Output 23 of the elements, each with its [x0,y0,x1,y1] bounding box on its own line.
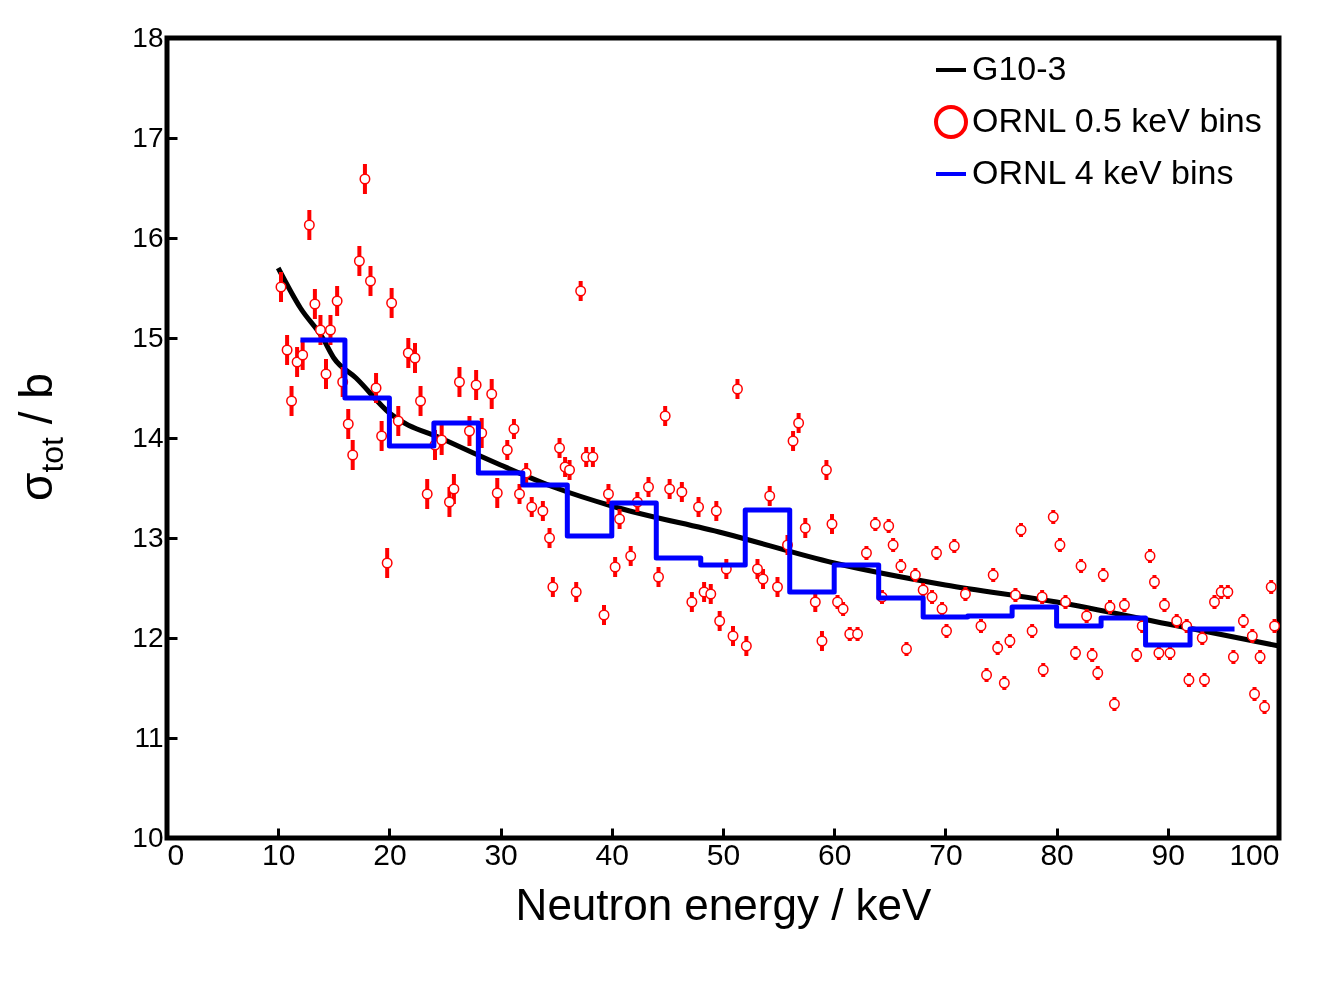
y-tick-label: 17 [132,121,164,153]
x-tick-label: 40 [595,837,629,871]
legend-label: ORNL 4 keV bins [972,153,1234,191]
y-tick-label: 16 [132,221,164,253]
y-tick-label: 11 [134,721,164,753]
x-tick-label: 80 [1040,837,1074,871]
y-tick-label: 18 [132,21,164,53]
x-tick-label: 30 [484,837,518,871]
x-tick-label: 60 [818,837,852,871]
x-tick-label: 20 [373,837,407,871]
y-tick-label: 13 [132,521,164,553]
y-tick-label: 14 [132,421,164,453]
x-tick-label: 10 [262,837,296,871]
legend-label: ORNL 0.5 keV bins [972,101,1262,139]
legend-label: G10-3 [972,49,1067,87]
x-axis-title: Neutron energy / keV [515,879,933,929]
y-tick-label: 15 [132,321,164,353]
x-tick-label: 70 [929,837,963,871]
y-tick-label: 12 [132,621,164,653]
x-tick-label: 0 [167,837,185,871]
x-tick-label: 100 [1229,837,1280,871]
x-tick-label: 90 [1151,837,1185,871]
x-tick-label: 50 [706,837,741,871]
